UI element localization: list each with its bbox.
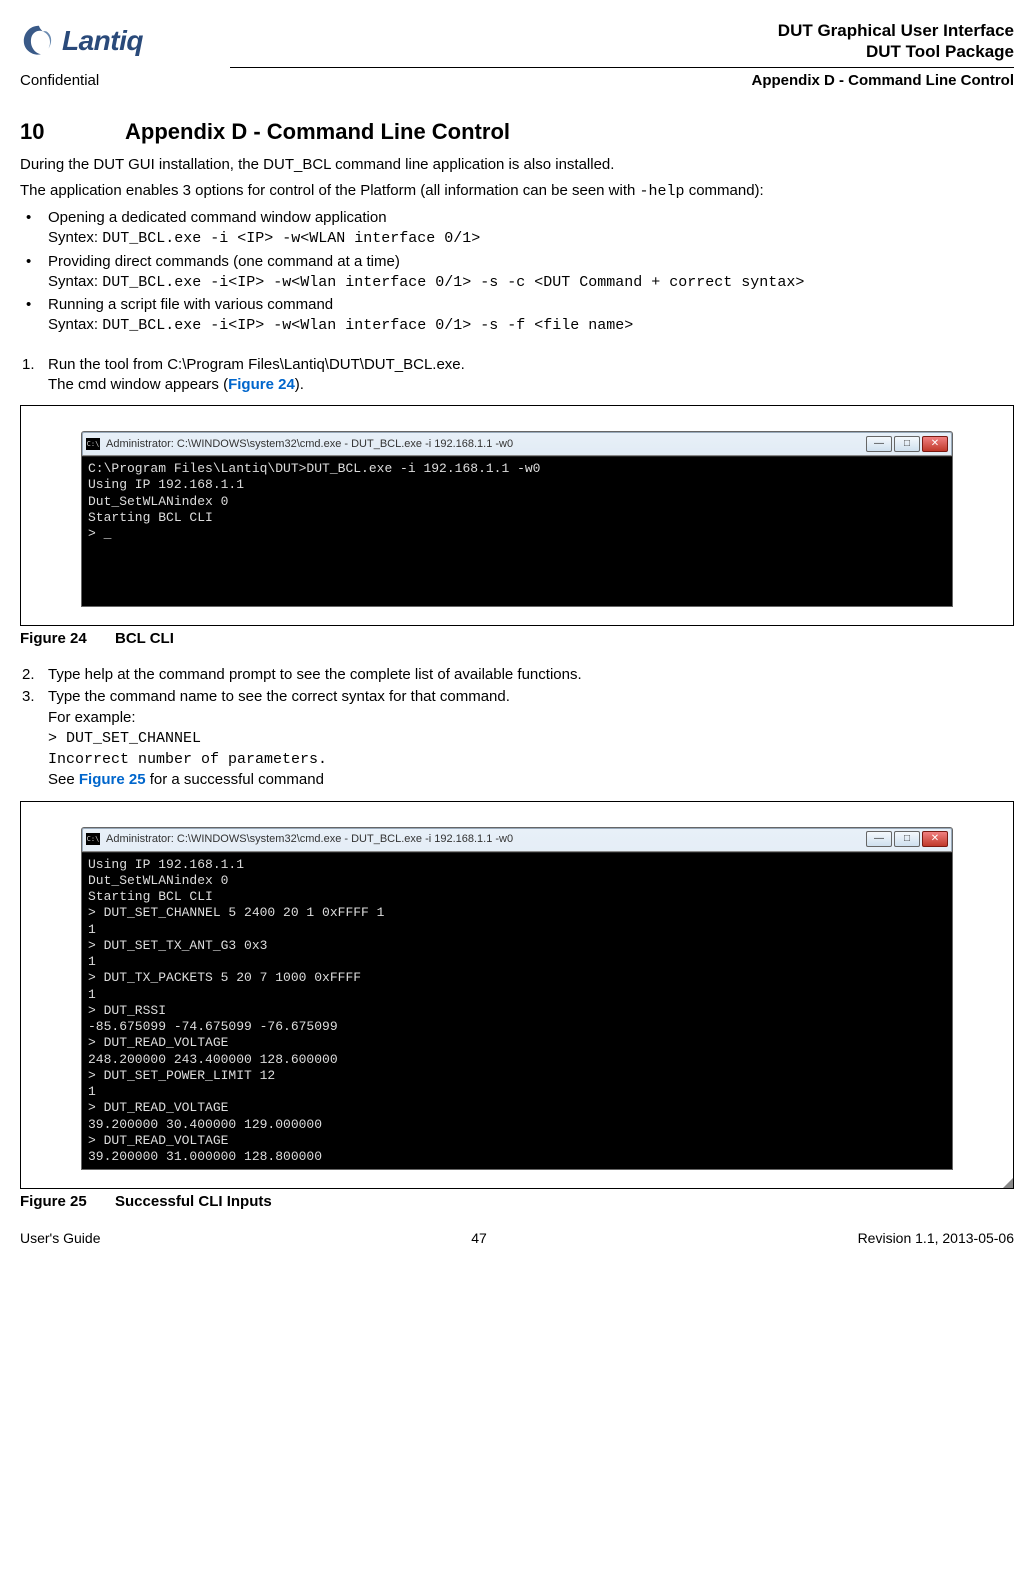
options-list: Opening a dedicated command window appli… [20, 208, 1014, 337]
intro-p2-pre: The application enables 3 options for co… [20, 182, 640, 199]
option-item-2: Providing direct commands (one command a… [20, 252, 1014, 294]
step-2: Type help at the command prompt to see t… [20, 665, 1014, 685]
figure-25-text: Successful CLI Inputs [115, 1193, 272, 1210]
option-3-syntax: DUT_BCL.exe -i<IP> -w<Wlan interface 0/1… [102, 317, 633, 334]
logo-text: Lantiq [62, 25, 143, 57]
intro-p2-post: command): [685, 182, 764, 199]
page-header: Lantiq DUT Graphical User Interface DUT … [20, 20, 1014, 63]
footer-page-number: 47 [471, 1230, 487, 1246]
cmd-titlebar-fig25: C:\ Administrator: C:\WINDOWS\system32\c… [82, 828, 952, 852]
option-item-1: Opening a dedicated command window appli… [20, 208, 1014, 250]
footer-right: Revision 1.1, 2013-05-06 [858, 1230, 1014, 1246]
steps-list-a: Run the tool from C:\Program Files\Lanti… [20, 355, 1014, 396]
header-divider [230, 67, 1014, 68]
close-button[interactable]: ✕ [922, 831, 948, 847]
confidential-label: Confidential [20, 72, 99, 89]
maximize-button[interactable]: □ [894, 436, 920, 452]
section-heading: 10Appendix D - Command Line Control [20, 119, 1014, 145]
option-3-syntax-label: Syntax: [48, 316, 102, 333]
step-1-line2-pre: The cmd window appears ( [48, 376, 228, 393]
option-1-text: Opening a dedicated command window appli… [48, 209, 387, 226]
step-1-line2-post: ). [295, 376, 304, 393]
option-2-text: Providing direct commands (one command a… [48, 253, 400, 270]
option-item-3: Running a script file with various comma… [20, 295, 1014, 337]
figure-24-caption: Figure 24BCL CLI [20, 630, 1014, 647]
step-3-code1: > DUT_SET_CHANNEL [48, 730, 201, 747]
page-footer: User's Guide 47 Revision 1.1, 2013-05-06 [20, 1230, 1014, 1246]
intro-paragraph-2: The application enables 3 options for co… [20, 181, 1014, 202]
cmd-title-fig24: Administrator: C:\WINDOWS\system32\cmd.e… [106, 438, 866, 450]
maximize-button[interactable]: □ [894, 831, 920, 847]
doc-title-line2: DUT Tool Package [778, 41, 1014, 62]
option-2-syntax-label: Syntax: [48, 273, 102, 290]
figure-25-link[interactable]: Figure 25 [79, 771, 146, 788]
close-button[interactable]: ✕ [922, 436, 948, 452]
section-title-text: Appendix D - Command Line Control [125, 119, 510, 144]
option-3-text: Running a script file with various comma… [48, 296, 333, 313]
step-1: Run the tool from C:\Program Files\Lanti… [20, 355, 1014, 396]
logo: Lantiq [20, 22, 143, 60]
option-1-syntax-label: Syntex: [48, 229, 102, 246]
step-3-line2: For example: [48, 709, 136, 726]
step-3-line3-pre: See [48, 771, 79, 788]
step-3: Type the command name to see the correct… [20, 687, 1014, 790]
step-3-line3-post: for a successful command [146, 771, 324, 788]
cmd-title-fig25: Administrator: C:\WINDOWS\system32\cmd.e… [106, 833, 866, 845]
minimize-button[interactable]: — [866, 831, 892, 847]
figure-25-box: C:\ Administrator: C:\WINDOWS\system32\c… [20, 801, 1014, 1190]
footer-left: User's Guide [20, 1230, 100, 1246]
option-2-syntax: DUT_BCL.exe -i<IP> -w<Wlan interface 0/1… [102, 274, 804, 291]
appendix-label: Appendix D - Command Line Control [752, 72, 1015, 89]
subheader: Confidential Appendix D - Command Line C… [20, 72, 1014, 89]
figure-25-caption: Figure 25Successful CLI Inputs [20, 1193, 1014, 1210]
logo-swirl-icon [20, 22, 58, 60]
figure-24-num: Figure 24 [20, 630, 115, 647]
option-1-syntax: DUT_BCL.exe -i <IP> -w<WLAN interface 0/… [102, 230, 480, 247]
cmd-window-fig24: C:\ Administrator: C:\WINDOWS\system32\c… [81, 431, 953, 607]
header-titles: DUT Graphical User Interface DUT Tool Pa… [778, 20, 1014, 63]
cmd-icon: C:\ [86, 438, 100, 450]
cmd-titlebar-fig24: C:\ Administrator: C:\WINDOWS\system32\c… [82, 432, 952, 456]
section-number: 10 [20, 119, 125, 145]
window-buttons: — □ ✕ [866, 436, 948, 452]
cmd-body-fig25: Using IP 192.168.1.1 Dut_SetWLANindex 0 … [82, 852, 952, 1170]
cmd-body-fig24: C:\Program Files\Lantiq\DUT>DUT_BCL.exe … [82, 456, 952, 606]
figure-24-link[interactable]: Figure 24 [228, 376, 295, 393]
steps-list-b: Type help at the command prompt to see t… [20, 665, 1014, 791]
resize-grip-icon [1003, 1178, 1013, 1188]
doc-title-line1: DUT Graphical User Interface [778, 20, 1014, 41]
figure-24-box: C:\ Administrator: C:\WINDOWS\system32\c… [20, 405, 1014, 626]
help-flag-code: -help [640, 183, 685, 200]
intro-paragraph-1: During the DUT GUI installation, the DUT… [20, 155, 1014, 175]
step-3-code2: Incorrect number of parameters. [48, 751, 327, 768]
minimize-button[interactable]: — [866, 436, 892, 452]
cmd-window-fig25: C:\ Administrator: C:\WINDOWS\system32\c… [81, 827, 953, 1171]
cmd-icon: C:\ [86, 833, 100, 845]
window-buttons: — □ ✕ [866, 831, 948, 847]
figure-24-text: BCL CLI [115, 630, 174, 647]
step-1-line1: Run the tool from C:\Program Files\Lanti… [48, 356, 465, 373]
figure-25-num: Figure 25 [20, 1193, 115, 1210]
step-3-line1: Type the command name to see the correct… [48, 688, 510, 705]
